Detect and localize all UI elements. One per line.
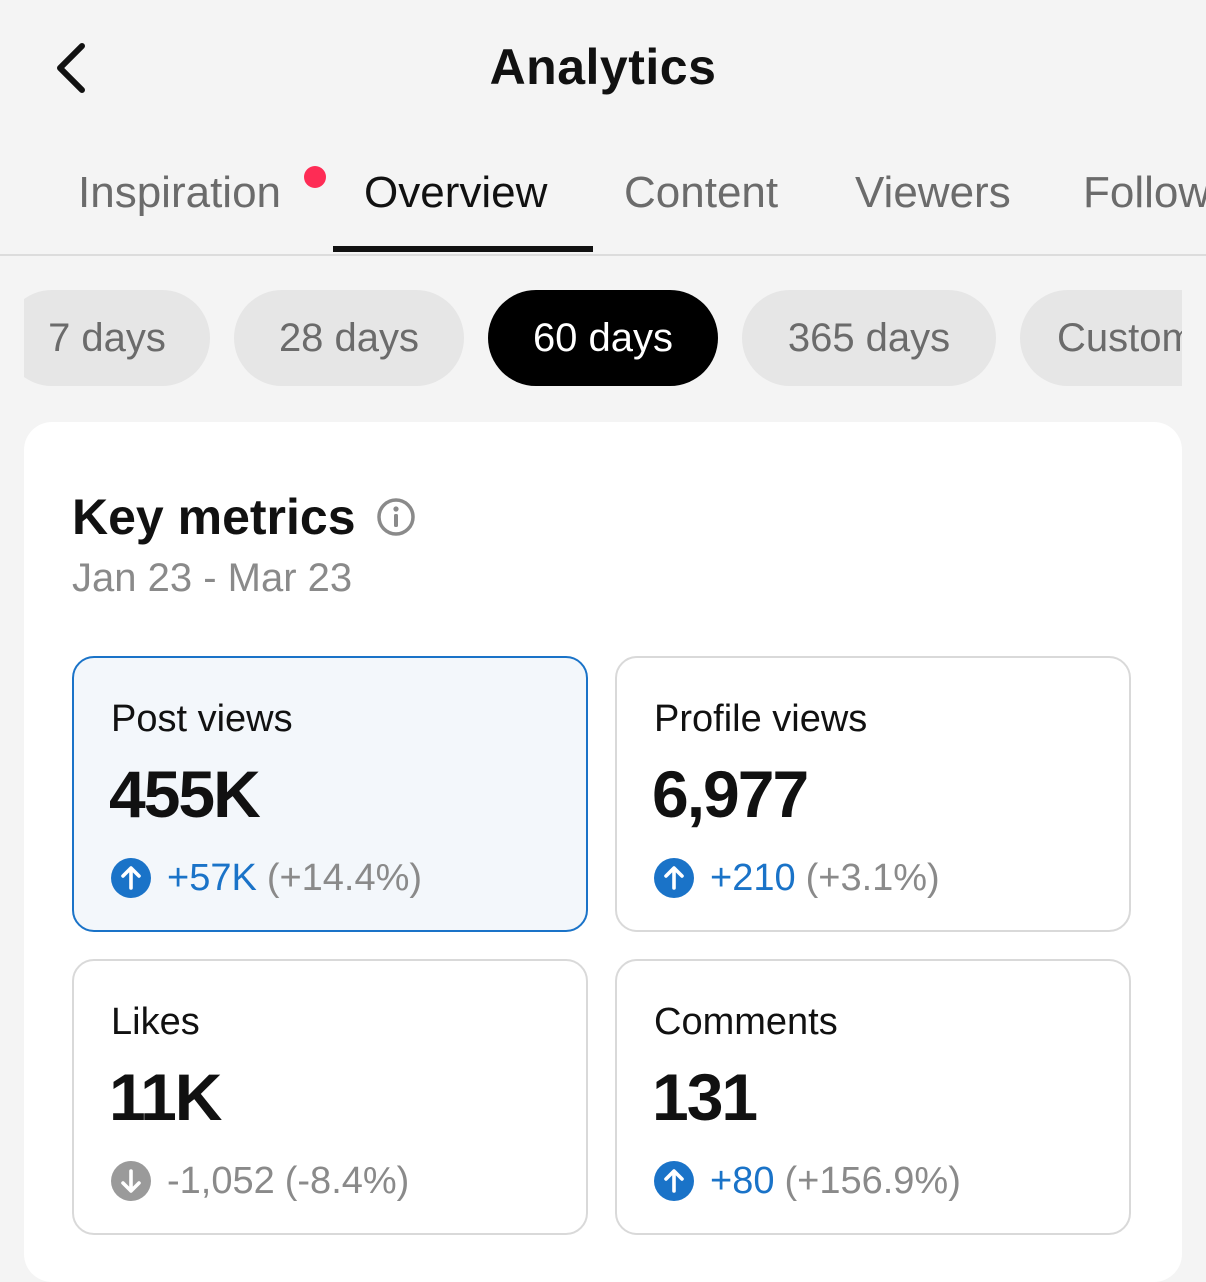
metric-card-likes[interactable]: Likes 11K -1,052 (-8.4%) <box>72 959 588 1235</box>
back-button[interactable] <box>40 36 100 100</box>
active-tab-indicator <box>333 246 593 252</box>
metric-delta-value: +80 <box>710 1159 775 1202</box>
metric-delta-percent: (-8.4%) <box>284 1159 410 1202</box>
metric-delta-percent: (+156.9%) <box>784 1159 961 1202</box>
metric-card-comments[interactable]: Comments 131 +80 (+156.9%) <box>615 959 1131 1235</box>
metric-delta: +80 (+156.9%) <box>654 1159 961 1203</box>
metric-delta: +210 (+3.1%) <box>654 856 940 900</box>
info-icon[interactable] <box>376 497 416 537</box>
tab-overview[interactable]: Overview <box>364 168 548 217</box>
tab-followers[interactable]: Followers <box>1083 168 1206 217</box>
metric-delta-percent: (+14.4%) <box>266 856 423 899</box>
metric-card-profile-views[interactable]: Profile views 6,977 +210 (+3.1%) <box>615 656 1131 932</box>
key-metrics-title: Key metrics <box>72 489 356 545</box>
metric-value: 11K <box>109 1060 222 1134</box>
top-header: Analytics <box>0 0 1206 135</box>
metric-delta-percent: (+3.1%) <box>805 856 940 899</box>
metric-delta-value: -1,052 <box>167 1159 275 1202</box>
metric-value: 131 <box>652 1060 758 1134</box>
metric-label: Profile views <box>654 698 868 740</box>
arrow-down-icon <box>111 1161 151 1201</box>
arrow-up-icon <box>654 1161 694 1201</box>
date-range-label: Jan 23 - Mar 23 <box>72 556 353 600</box>
tab-inspiration[interactable]: Inspiration <box>78 168 282 217</box>
metric-label: Comments <box>654 1001 838 1043</box>
notification-dot <box>304 166 326 188</box>
metric-value: 6,977 <box>652 757 809 831</box>
key-metrics-card: Key metrics Jan 23 - Mar 23 Post views 4… <box>24 422 1182 1282</box>
metric-label: Likes <box>111 1001 200 1043</box>
metric-delta-value: +210 <box>710 856 796 899</box>
chip-28-days[interactable]: 28 days <box>234 290 464 386</box>
tab-viewers[interactable]: Viewers <box>855 168 1011 217</box>
arrow-up-icon <box>111 858 151 898</box>
metric-label: Post views <box>111 698 293 740</box>
tab-bar: Inspiration Overview Content Viewers Fol… <box>0 150 1206 256</box>
metric-delta: +57K (+14.4%) <box>111 856 422 900</box>
chevron-left-icon <box>57 43 85 93</box>
metric-value: 455K <box>109 757 261 831</box>
chip-7-days[interactable]: 7 days <box>24 290 210 386</box>
metric-delta-value: +57K <box>167 856 257 899</box>
chip-60-days[interactable]: 60 days <box>488 290 718 386</box>
chip-365-days[interactable]: 365 days <box>742 290 996 386</box>
metric-delta: -1,052 (-8.4%) <box>111 1159 409 1203</box>
metric-card-post-views[interactable]: Post views 455K +57K (+14.4%) <box>72 656 588 932</box>
tab-content[interactable]: Content <box>624 168 779 217</box>
chip-custom[interactable]: Custom <box>1020 290 1182 386</box>
date-range-chips: 7 days 28 days 60 days 365 days Custom <box>24 290 1182 386</box>
arrow-up-icon <box>654 858 694 898</box>
page-title: Analytics <box>489 39 717 95</box>
